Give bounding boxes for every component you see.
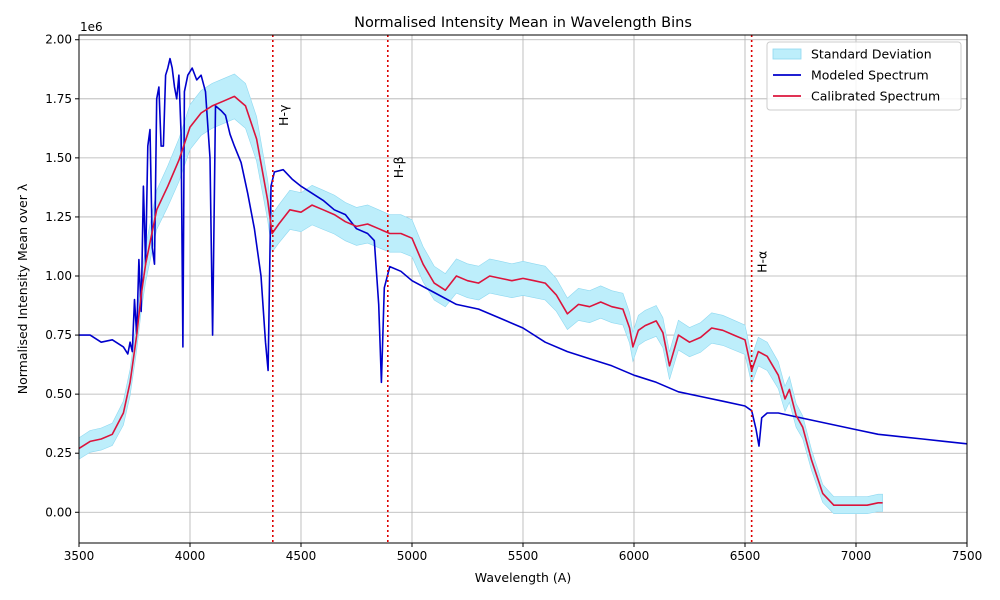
reference-line-label: H-γ — [276, 104, 291, 126]
x-tick-label: 7000 — [841, 549, 872, 563]
reference-line-label: H-β — [391, 156, 406, 178]
y-tick-label: 1.25 — [45, 210, 72, 224]
x-tick-label: 4000 — [175, 549, 206, 563]
legend-swatch-std — [772, 48, 802, 60]
y-tick-label: 1.00 — [45, 269, 72, 283]
y-offset-label: 1e6 — [80, 20, 103, 34]
y-tick-label: 2.00 — [45, 33, 72, 47]
x-axis-label: Wavelength (A) — [475, 570, 571, 585]
x-tick-label: 6500 — [730, 549, 761, 563]
plot-area: H-γ H-β H-α 3500 4000 4500 5000 5500 6000 6500 700… — [45, 33, 982, 563]
y-tick-label: 1.75 — [45, 92, 72, 106]
std-deviation-band — [79, 73, 883, 515]
y-tick-label: 0.75 — [45, 328, 72, 342]
chart-title: Normalised Intensity Mean in Wavelength … — [354, 15, 692, 31]
legend-entry-label: Modeled Spectrum — [811, 68, 929, 83]
legend-box — [766, 41, 962, 111]
legend: Standard Deviation Modeled Spectrum Calibr… — [766, 41, 962, 111]
x-tick-label: 5500 — [508, 549, 539, 563]
y-tick-label: 0.00 — [45, 505, 72, 519]
x-tick-label: 3500 — [64, 549, 95, 563]
legend-entry-label: Calibrated Spectrum — [811, 89, 940, 104]
y-axis-label: Normalised Intensity Mean over λ — [15, 183, 30, 394]
legend-entry-label: Standard Deviation — [811, 47, 932, 62]
y-tick-label: 0.50 — [45, 387, 72, 401]
y-tick-label: 0.25 — [45, 446, 72, 460]
reference-line-label: H-α — [755, 251, 770, 273]
x-tick-label: 4500 — [286, 549, 317, 563]
x-tick-label: 6000 — [619, 549, 650, 563]
calibrated-spectrum-line — [79, 95, 883, 507]
x-tick-label: 5000 — [397, 549, 428, 563]
modeled-spectrum-line — [79, 57, 967, 447]
y-tick-label: 1.50 — [45, 151, 72, 165]
x-tick-label: 7500 — [952, 549, 983, 563]
